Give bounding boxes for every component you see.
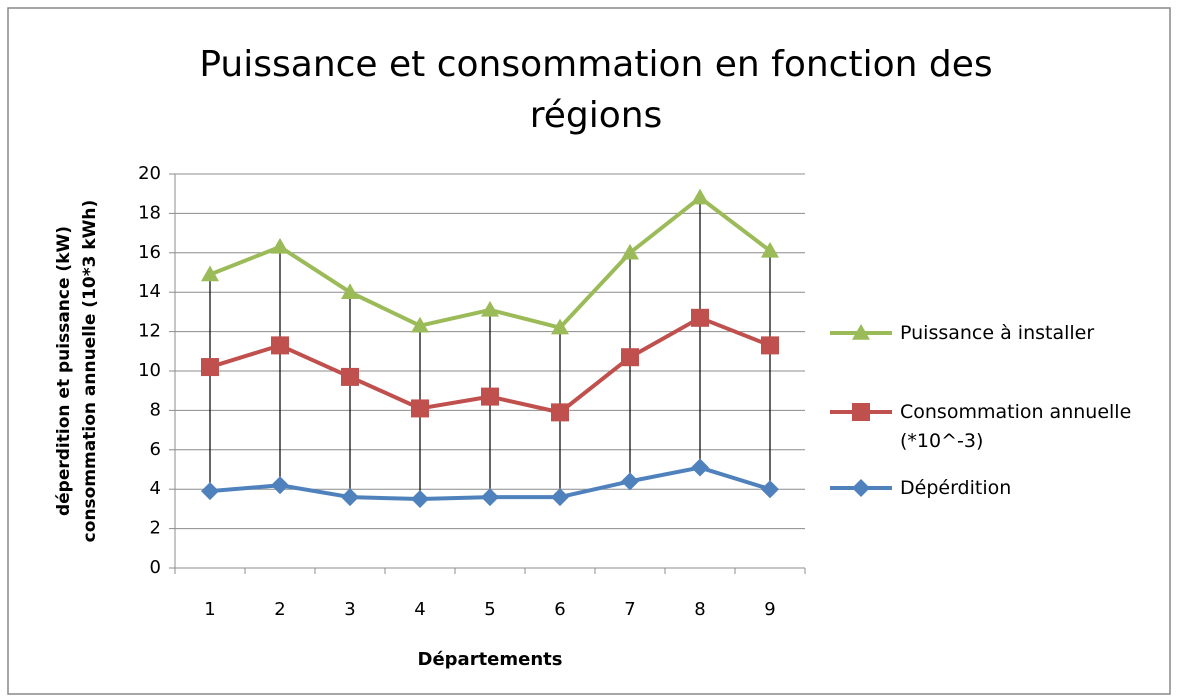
y-tick-label: 8 [150,399,161,420]
y-tick-label: 0 [150,557,161,578]
marker [551,488,569,507]
marker [621,243,639,260]
marker [411,316,429,333]
x-tick-label: 7 [624,599,635,620]
marker [621,472,639,491]
y-tick-label: 18 [138,202,161,223]
x-tick-label: 5 [484,599,495,620]
marker [621,348,639,367]
marker [852,324,870,340]
chart-title: Puissance et consommation en fonction de… [199,44,992,85]
marker [481,300,499,317]
x-tick-label: 2 [274,599,285,620]
y-axis-title: consommation annuelle (10*3 kWh) [80,200,100,543]
marker [271,476,289,495]
y-tick-label: 10 [138,360,161,381]
marker [852,403,870,421]
x-tick-label: 4 [414,599,425,620]
marker [481,387,499,406]
marker [271,336,289,355]
x-tick-label: 3 [344,599,355,620]
marker [852,479,870,497]
marker [761,336,779,355]
marker [551,318,569,335]
marker [691,308,709,327]
y-axis-title: déperdition et puissance (kW) [54,226,74,516]
legend-label: Dépérdition [900,477,1012,499]
marker [341,283,359,299]
marker [271,237,289,254]
y-tick-label: 14 [138,281,161,302]
y-tick-label: 20 [138,163,161,184]
marker [201,265,219,282]
marker [341,488,359,507]
chart-title: régions [530,95,663,136]
legend-label: Consommation annuelle (*10^-3) [900,401,1132,452]
x-tick-label: 1 [204,599,215,620]
y-tick-label: 12 [138,321,161,342]
marker [201,482,219,501]
marker [481,488,499,507]
legend-label: Puissance à installer [900,322,1095,344]
marker [691,188,709,205]
x-tick-label: 9 [764,599,775,620]
y-tick-label: 16 [138,242,161,263]
marker [341,367,359,386]
marker [201,358,219,377]
marker [761,480,779,499]
y-tick-label: 2 [150,518,161,539]
y-tick-label: 4 [150,478,161,499]
marker [411,399,429,418]
marker [411,490,429,509]
chart-border [7,7,1171,695]
y-tick-label: 6 [150,439,161,460]
marker [761,241,779,258]
x-axis-title: Départements [418,649,563,670]
x-tick-label: 8 [694,599,705,620]
marker [551,403,569,422]
x-tick-label: 6 [554,599,565,620]
marker [691,458,709,477]
